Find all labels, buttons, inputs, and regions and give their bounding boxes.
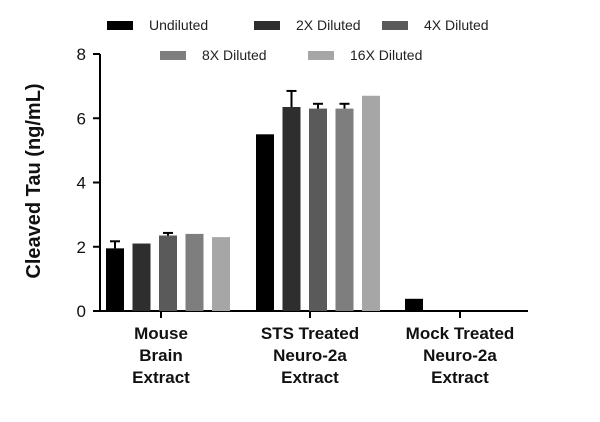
bars bbox=[106, 89, 423, 311]
axes: 0 2 4 6 8 Mouse Brain Extract STS Treated Neuro-2… bbox=[77, 45, 528, 387]
legend-label: 16X Diluted bbox=[350, 47, 422, 63]
category-label-line: Extract bbox=[132, 368, 190, 387]
bar bbox=[405, 298, 423, 311]
category-label: STS Treated Neuro-2a Extract bbox=[261, 324, 359, 387]
legend-label: 2X Diluted bbox=[296, 17, 361, 33]
category-label-line: Mock Treated bbox=[406, 324, 515, 343]
bar bbox=[256, 134, 274, 311]
legend-swatch bbox=[107, 21, 133, 30]
bar bbox=[282, 107, 301, 311]
legend-label: 8X Diluted bbox=[202, 47, 267, 63]
category-label-line: STS Treated bbox=[261, 324, 359, 343]
y-tick-label: 8 bbox=[77, 45, 86, 64]
bar bbox=[132, 243, 151, 311]
legend-swatch bbox=[308, 51, 334, 60]
legend-label: Undiluted bbox=[149, 17, 208, 33]
legend: Undiluted 2X Diluted 4X Diluted 8X Diluted 1… bbox=[107, 17, 489, 63]
category-label-line: Brain bbox=[139, 346, 182, 365]
category-label: Mouse Brain Extract bbox=[132, 324, 190, 387]
legend-swatch bbox=[382, 21, 408, 30]
bar bbox=[159, 235, 177, 311]
bar bbox=[106, 248, 124, 311]
category-label-line: Extract bbox=[431, 368, 489, 387]
legend-swatch bbox=[160, 51, 186, 60]
bar bbox=[309, 108, 327, 311]
category-label-line: Mouse bbox=[134, 324, 188, 343]
legend-label: 4X Diluted bbox=[424, 17, 489, 33]
category-label-line: Neuro-2a bbox=[423, 346, 497, 365]
y-axis-title: Cleaved Tau (ng/mL) bbox=[23, 83, 45, 278]
y-tick-label: 0 bbox=[77, 302, 86, 321]
legend-swatch bbox=[254, 21, 280, 30]
y-tick-label: 6 bbox=[77, 109, 86, 128]
category-label-line: Extract bbox=[281, 368, 339, 387]
category-label: Mock Treated Neuro-2a Extract bbox=[406, 324, 515, 387]
bar bbox=[185, 233, 204, 311]
bar bbox=[362, 95, 380, 311]
bar bbox=[335, 108, 354, 311]
y-tick-label: 4 bbox=[77, 174, 86, 193]
bar bbox=[212, 237, 230, 311]
y-tick-label: 2 bbox=[77, 238, 86, 257]
category-label-line: Neuro-2a bbox=[273, 346, 347, 365]
